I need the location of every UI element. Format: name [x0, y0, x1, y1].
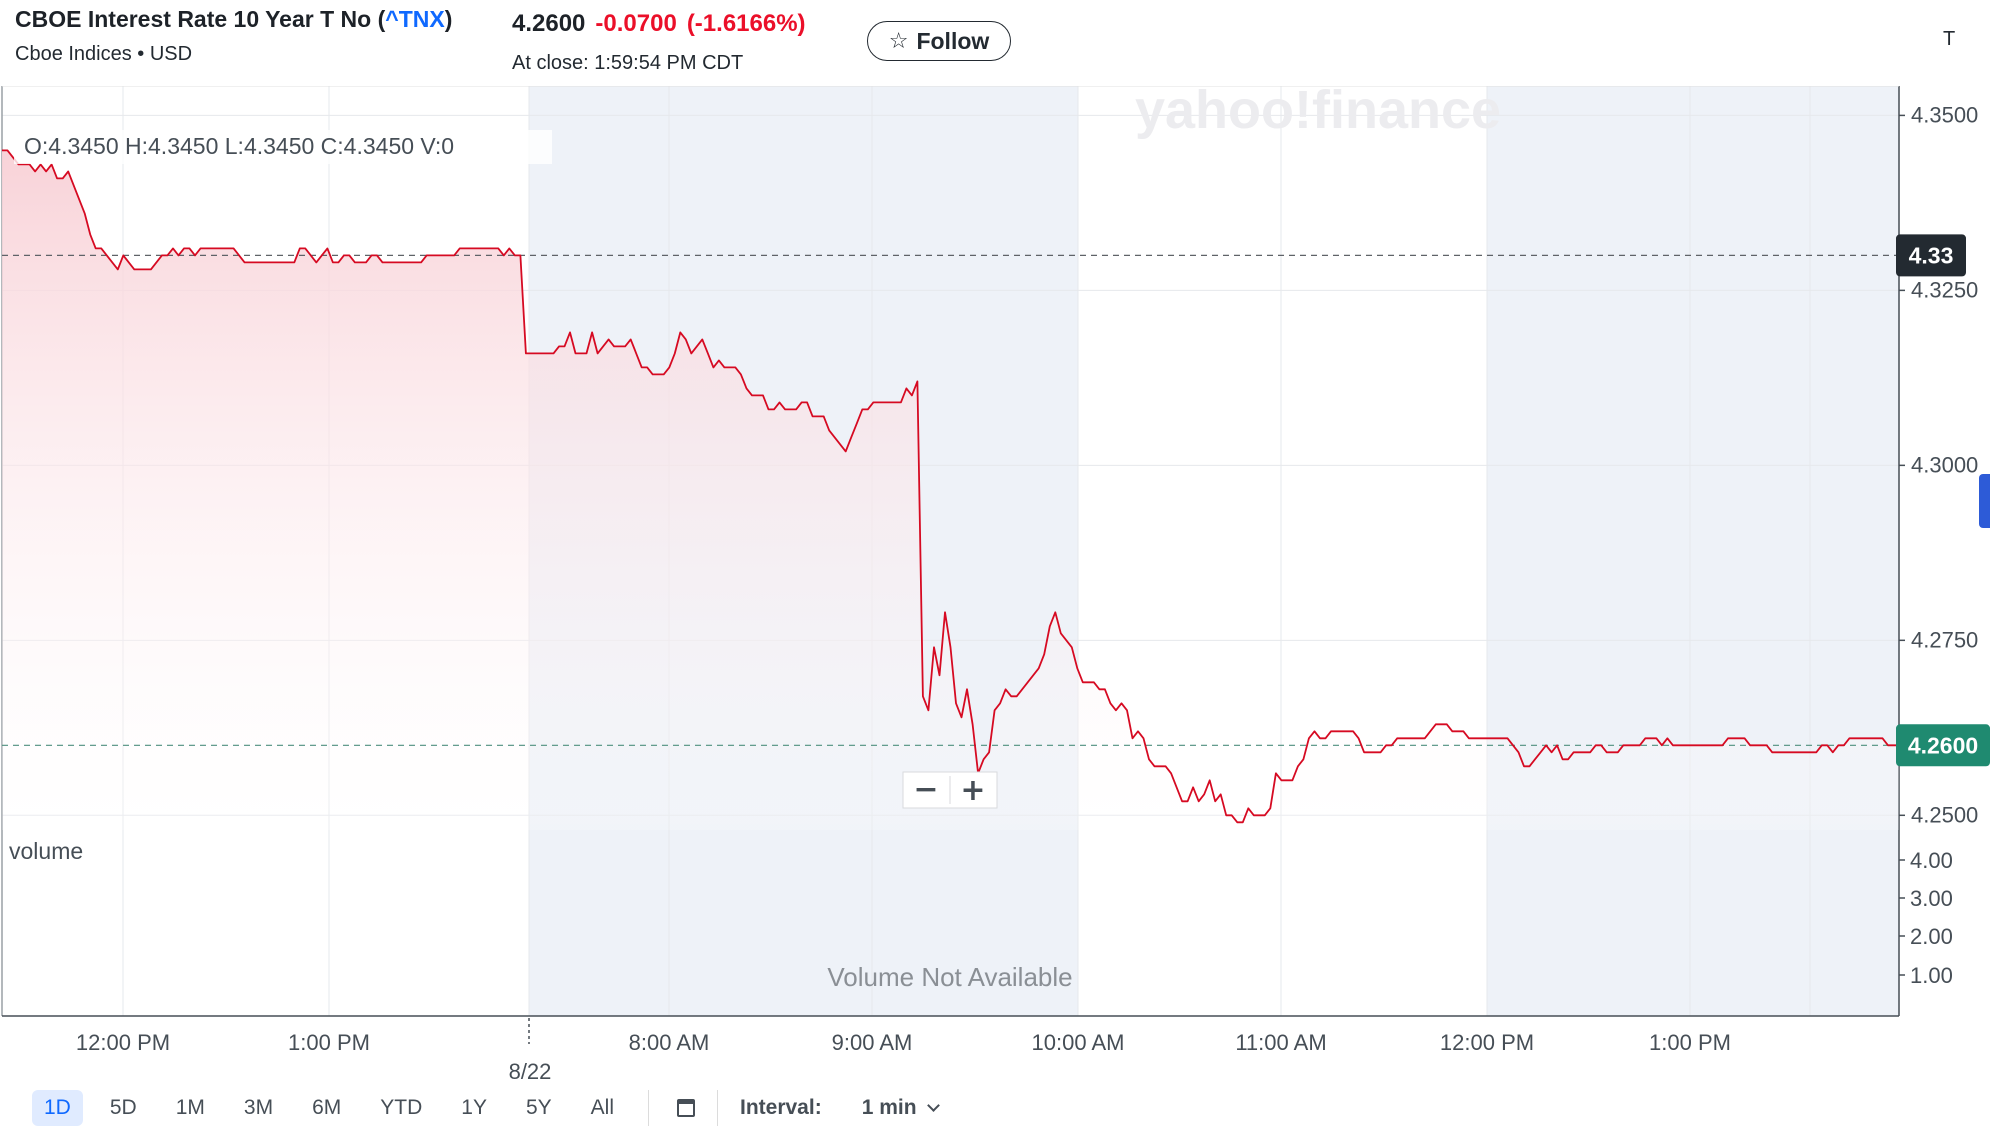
range-button-1m[interactable]: 1M [175, 1096, 205, 1119]
calendar-icon[interactable] [677, 1099, 695, 1117]
current-price-badge [1896, 724, 1990, 767]
y-tick-label: 4.2750 [1911, 627, 1978, 652]
y-tick-label: 4.3000 [1911, 452, 1978, 477]
volume-panel-label: volume [9, 838, 83, 864]
volume-unavailable-note: Volume Not Available [827, 962, 1072, 992]
previous-close-badge [1896, 234, 1966, 277]
price-change-percent: (-1.6166%) [686, 10, 806, 37]
title-suffix: ) [444, 6, 453, 32]
title-text: CBOE Interest Rate 10 Year T No ( [15, 6, 386, 32]
close-time: At close: 1:59:54 PM CDT [512, 52, 744, 74]
follow-button[interactable]: ☆ Follow [867, 21, 1011, 61]
current-price-label: 4.2600 [1908, 732, 1978, 758]
watermark-logo: yahoo!finance [1135, 86, 1501, 140]
interval-select[interactable]: 1 min [861, 1096, 940, 1120]
session-shading [1810, 86, 1899, 1016]
volume-tick-label: 3.00 [1910, 886, 1953, 911]
previous-close-label: 4.33 [1909, 242, 1954, 268]
toolbar-divider [648, 1090, 649, 1126]
x-tick-label: 9:00 AM [832, 1030, 913, 1055]
quote-block: 4.2600 -0.0700 (-1.6166%) At close: 1:59:5… [512, 10, 816, 75]
x-tick-label: 1:00 PM [1649, 1030, 1731, 1055]
volume-tick-label: 1.00 [1910, 963, 1953, 988]
ohlc-legend-bg [14, 130, 552, 164]
range-button-5d[interactable]: 5D [109, 1096, 137, 1119]
range-button-all[interactable]: All [590, 1096, 614, 1119]
clipped-header-text: T [1943, 28, 1956, 50]
x-tick-label: 1:00 PM [288, 1030, 370, 1055]
series-line [2, 149, 1899, 824]
chart-toolbar: 1D 5D 1M 3M 6M YTD 1Y 5Y All Interval: 1 min [0, 1082, 1990, 1134]
price-change: -0.0700 [595, 10, 677, 37]
toolbar-divider [717, 1090, 718, 1126]
page-title: CBOE Interest Rate 10 Year T No (^TNX) [15, 6, 452, 33]
range-button-5y[interactable]: 5Y [525, 1096, 552, 1119]
volume-tick-label: 2.00 [1910, 924, 1953, 949]
x-tick-label: 8:00 AM [629, 1030, 710, 1055]
interval-label: Interval: [740, 1096, 822, 1119]
interval-value: 1 min [861, 1096, 917, 1119]
ohlc-legend: O:4.3450 H:4.3450 L:4.3450 C:4.3450 V:0 [24, 133, 454, 159]
quote-header: CBOE Interest Rate 10 Year T No (^TNX) C… [0, 0, 1990, 86]
series-area [2, 150, 1899, 830]
last-price: 4.2600 [512, 10, 586, 37]
exchange-currency: Cboe Indices • USD [15, 43, 193, 65]
range-button-ytd[interactable]: YTD [380, 1096, 423, 1119]
y-tick-label: 4.3250 [1911, 277, 1978, 302]
range-button-3m[interactable]: 3M [243, 1096, 274, 1119]
title-block: CBOE Interest Rate 10 Year T No (^TNX) C… [15, 6, 452, 66]
price-chart[interactable]: yahoo!finance 4.3500 4.3250 4.3000 4.2750 4.2… [0, 86, 1990, 1082]
zoom-in-button[interactable]: + [960, 773, 985, 808]
volume-tick-label: 4.00 [1910, 848, 1953, 873]
range-selector: 1D 5D 1M 3M 6M YTD 1Y 5Y All [0, 1090, 626, 1126]
y-tick-label: 4.3500 [1911, 102, 1978, 127]
range-button-1d[interactable]: 1D [32, 1090, 83, 1126]
session-date-label: 8/22 [509, 1059, 552, 1082]
x-tick-label: 11:00 AM [1235, 1030, 1326, 1055]
ticker-symbol: ^TNX [385, 6, 445, 32]
follow-label: Follow [916, 27, 990, 54]
x-tick-label: 10:00 AM [1032, 1030, 1125, 1055]
range-button-1y[interactable]: 1Y [461, 1096, 487, 1119]
price-row: 4.2600 -0.0700 (-1.6166%) [512, 10, 816, 38]
star-icon: ☆ [888, 28, 909, 53]
zoom-out-button[interactable]: − [913, 772, 938, 807]
x-tick-label: 12:00 PM [1440, 1030, 1534, 1055]
side-panel-toggle[interactable] [1979, 474, 1990, 528]
y-tick-label: 4.2500 [1911, 802, 1978, 827]
chevron-down-icon [926, 1099, 940, 1112]
range-button-6m[interactable]: 6M [312, 1096, 342, 1119]
x-tick-label: 12:00 PM [76, 1030, 170, 1055]
